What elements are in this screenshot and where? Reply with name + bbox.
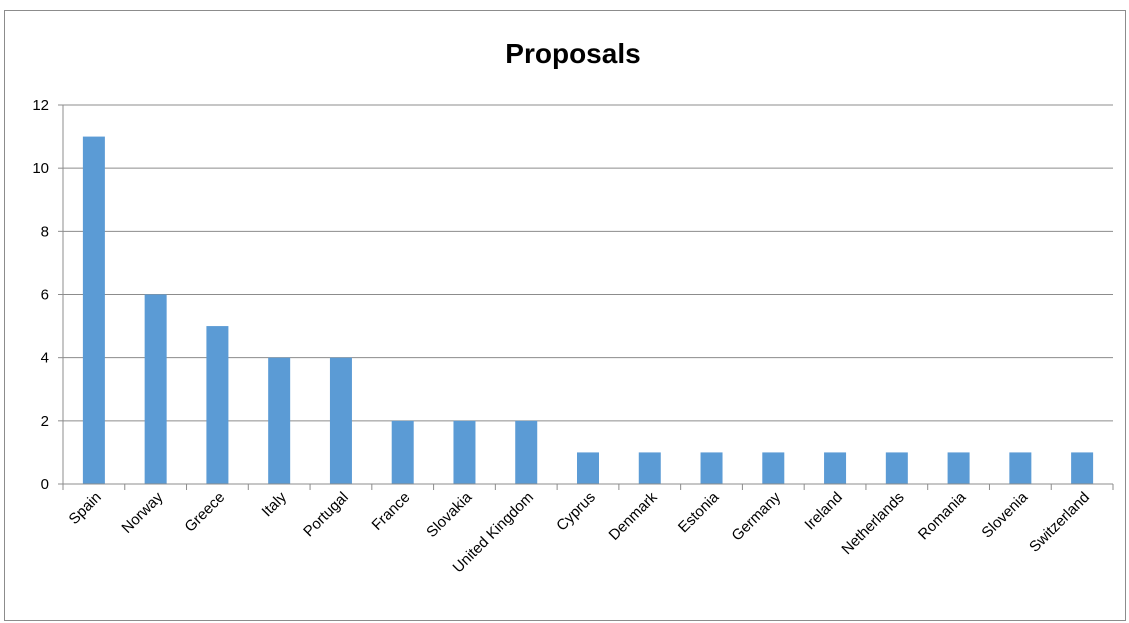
y-tick-label: 0	[41, 476, 49, 493]
bar-italy	[268, 357, 291, 484]
x-category-label: Spain	[66, 489, 105, 528]
y-tick-label: 2	[41, 413, 49, 430]
bar-cyprus	[577, 452, 599, 484]
bar-united-kingdom	[515, 420, 538, 484]
y-tick-label: 12	[32, 97, 49, 114]
x-category-label: Greece	[181, 489, 228, 536]
y-tick-labels: 0 2 4 6 8 10 12	[32, 97, 49, 493]
bar-germany	[762, 452, 785, 484]
x-category-label: Portugal	[300, 489, 352, 541]
bar-slovakia	[453, 420, 476, 484]
bar-portugal	[329, 357, 352, 484]
bar-france	[391, 420, 414, 484]
x-category-labels: Spain Norway Greece Italy Portugal France Slov…	[66, 488, 1093, 576]
x-category-label: Ireland	[801, 489, 845, 533]
y-tick-label: 4	[41, 350, 49, 367]
x-category-label: France	[369, 489, 414, 534]
x-category-label: Slovenia	[978, 488, 1031, 541]
chart-frame: Proposals 0 2 4 6 8 10 12 Spain Norway Greece Ita…	[4, 10, 1126, 621]
y-tick-label: 6	[41, 287, 49, 304]
x-category-label: Cyprus	[553, 489, 599, 535]
bar-netherlands	[885, 452, 908, 484]
chart-title: Proposals	[505, 38, 640, 69]
x-category-label: Switzerland	[1026, 489, 1093, 556]
bar-romania	[947, 452, 970, 484]
x-category-label: Romania	[915, 488, 970, 543]
bars	[82, 136, 1094, 484]
bar-slovenia	[1009, 452, 1032, 484]
x-category-label: Norway	[118, 488, 166, 536]
bar-spain	[82, 136, 105, 484]
x-category-label: Denmark	[606, 488, 661, 543]
bar-estonia	[700, 452, 723, 484]
bar-greece	[206, 326, 229, 484]
bar-denmark	[638, 452, 661, 484]
x-category-label: Netherlands	[838, 489, 907, 558]
bar-switzerland	[1071, 452, 1094, 484]
gridlines	[58, 104, 1113, 485]
bar-norway	[144, 294, 167, 484]
x-category-label: Germany	[728, 488, 784, 544]
bar-chart: Proposals 0 2 4 6 8 10 12 Spain Norway Greece Ita…	[32, 38, 1114, 576]
y-tick-label: 10	[32, 160, 49, 177]
bar-ireland	[824, 452, 847, 484]
y-tick-label: 8	[41, 223, 49, 240]
axes	[62, 105, 1114, 490]
x-category-label: Slovakia	[423, 488, 476, 541]
x-category-label: Italy	[259, 488, 291, 520]
x-category-label: Estonia	[675, 488, 723, 536]
